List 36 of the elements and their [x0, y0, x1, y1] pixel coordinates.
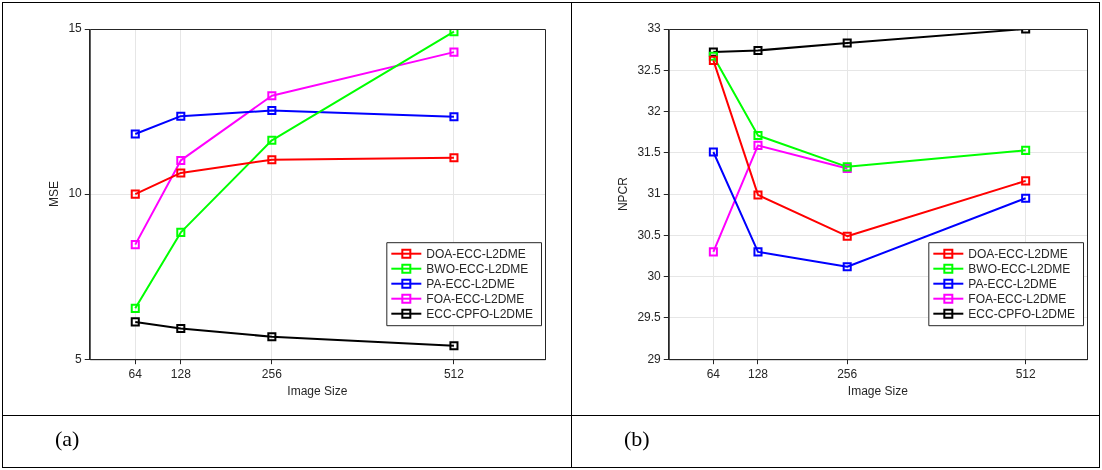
- legend-label: PA-ECC-L2DME: [968, 277, 1057, 292]
- x-tick-label: 256: [837, 366, 858, 381]
- y-tick-label: 15: [68, 21, 83, 36]
- text: (b): [623, 425, 651, 452]
- y-tick-label: 29.5: [637, 310, 662, 325]
- legend-label: FOA-ECC-L2DME: [968, 292, 1067, 307]
- legend-label: BWO-ECC-L2DME: [968, 262, 1071, 277]
- y-tick-label: 33: [647, 21, 662, 36]
- x-tick-label: 128: [170, 366, 192, 381]
- y-tick-label: 10: [68, 186, 83, 201]
- legend-label: ECC-CPFO-L2DME: [968, 307, 1076, 322]
- y-tick-label: 32.5: [637, 62, 662, 77]
- x-tick-label: 512: [1015, 366, 1036, 381]
- legend-label: FOA-ECC-L2DME: [426, 292, 525, 307]
- legend-label: ECC-CPFO-L2DME: [426, 307, 534, 322]
- y-tick-label: 30: [647, 268, 662, 283]
- y-tick-label: 32: [647, 103, 662, 118]
- x-axis-title: Image Size: [847, 384, 909, 399]
- x-tick-label: 256: [261, 366, 283, 381]
- text: (a): [54, 425, 81, 452]
- x-tick-label: 128: [747, 366, 769, 381]
- y-tick-label: 5: [75, 351, 83, 366]
- x-tick-label: 512: [443, 366, 465, 381]
- x-tick-label: 64: [706, 366, 721, 381]
- y-tick-label: 31.5: [637, 145, 662, 160]
- legend-label: BWO-ECC-L2DME: [426, 262, 529, 277]
- legend-label: DOA-ECC-L2DME: [426, 247, 526, 262]
- y-axis-title: NPCR: [615, 176, 630, 212]
- x-axis-title: Image Size: [287, 384, 348, 399]
- y-tick-label: 30.5: [637, 227, 662, 242]
- y-tick-label: 31: [647, 186, 662, 201]
- y-axis-title: MSE: [46, 181, 61, 208]
- legend-label: DOA-ECC-L2DME: [968, 247, 1068, 262]
- x-tick-label: 64: [128, 366, 143, 381]
- legend-label: PA-ECC-L2DME: [426, 277, 515, 292]
- y-tick-label: 29: [647, 351, 662, 366]
